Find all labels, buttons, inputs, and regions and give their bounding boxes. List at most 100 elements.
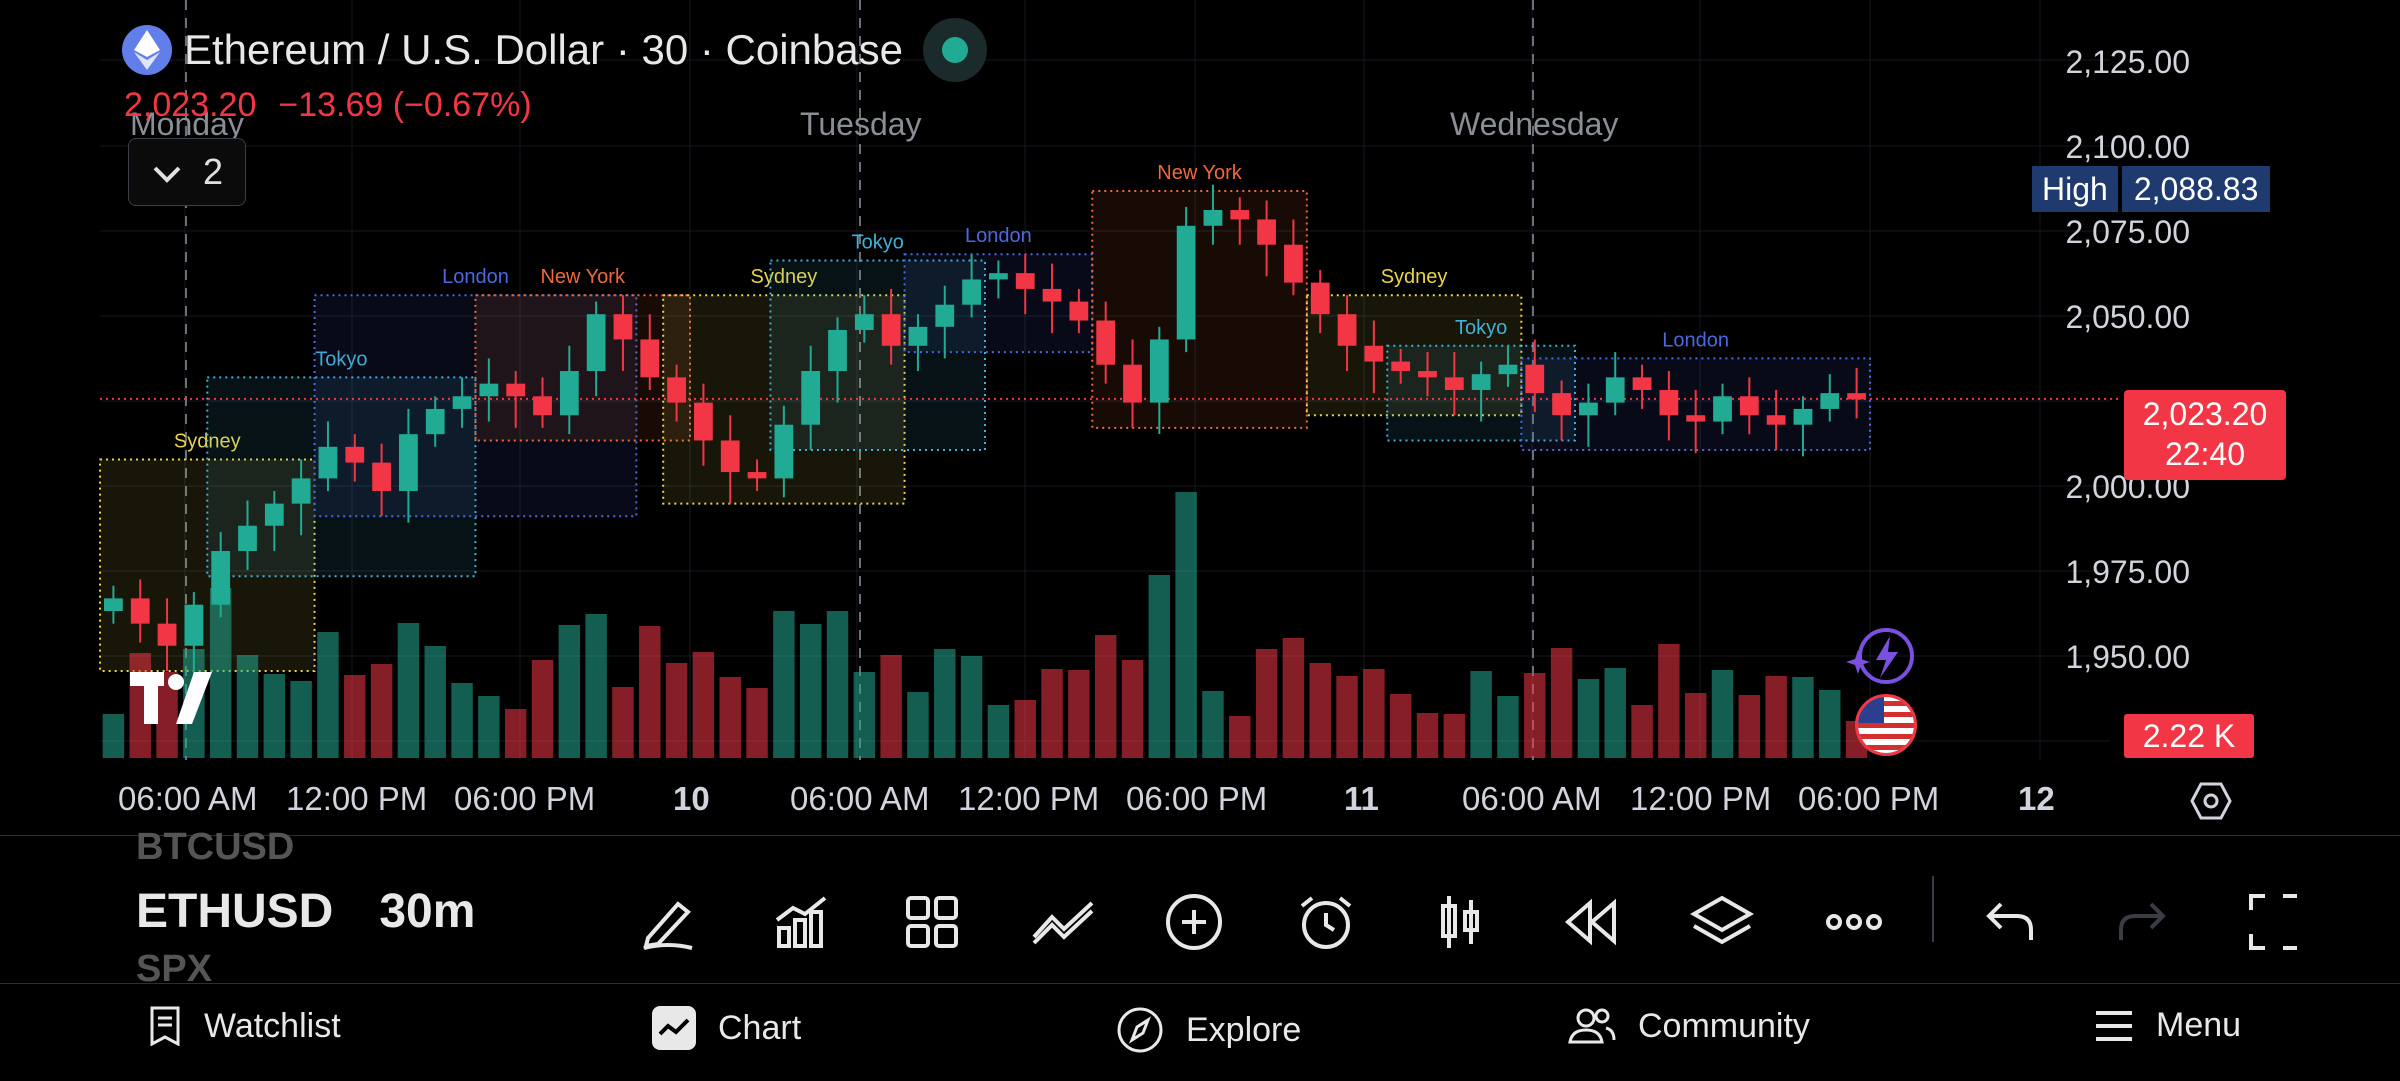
candle: [828, 329, 847, 372]
session-box: [313, 294, 638, 518]
time-axis-label: 12:00 PM: [1630, 780, 1772, 817]
session-label: Sydney: [1381, 266, 1448, 288]
candle: [130, 598, 150, 624]
candle: [667, 377, 686, 403]
nav-explore[interactable]: Explore: [1116, 1006, 1301, 1054]
alarm-icon[interactable]: [1290, 886, 1362, 958]
volume-bar: [853, 672, 876, 758]
interval-button[interactable]: 30m: [379, 885, 476, 938]
nav-menu[interactable]: Menu: [2094, 1006, 2241, 1045]
current-symbol-row[interactable]: ETHUSD 30m: [136, 884, 475, 939]
volume-bar: [665, 663, 688, 758]
volume-bar: [451, 683, 473, 758]
symbol-header[interactable]: Ethereum / U.S. Dollar · 30 · Coinbase: [122, 18, 987, 82]
symbol-name[interactable]: ETHUSD: [136, 885, 334, 938]
volume-bar: [1363, 669, 1385, 758]
candle: [1257, 219, 1276, 245]
volume-bar: [639, 626, 661, 758]
chart-area[interactable]: Sydney Tokyo London New York Sydney Tokyo Lond…: [0, 0, 2400, 835]
volume-bar: [1014, 700, 1036, 758]
volume-bar: [1658, 644, 1680, 758]
volume-bar: [1202, 691, 1224, 758]
trend-line-icon[interactable]: [1028, 886, 1100, 958]
ai-lightning-icon[interactable]: [1846, 626, 1914, 688]
volume-bar: [370, 664, 393, 758]
candle: [1525, 364, 1545, 394]
volume-bar: [478, 696, 500, 758]
candle: [1042, 288, 1062, 302]
volume-bar: [826, 611, 849, 758]
candle: [318, 446, 338, 479]
more-icon[interactable]: [1818, 886, 1890, 958]
day-label-wednesday: Wednesday: [1450, 106, 1619, 142]
candle: [1444, 377, 1464, 390]
live-dot-icon: [941, 37, 968, 63]
volume-bar: [1765, 676, 1787, 758]
time-axis-label: 06:00 AM: [1462, 780, 1602, 817]
pencil-icon[interactable]: [632, 886, 704, 958]
candle: [1203, 209, 1223, 226]
day-label-monday: Monday: [130, 106, 244, 142]
us-flag-icon[interactable]: [1855, 694, 1917, 756]
chart-icon: [652, 1006, 696, 1050]
nav-community[interactable]: Community: [1568, 1006, 1810, 1046]
symbol-prev[interactable]: BTCUSD: [136, 826, 295, 868]
indicators-icon[interactable]: [765, 886, 837, 958]
layout-grid-icon[interactable]: [896, 886, 968, 958]
volume-bar: [102, 714, 125, 758]
volume-bar: [531, 660, 554, 758]
volume-bar: [344, 675, 366, 758]
session-label: New York: [540, 266, 625, 288]
candle: [399, 434, 418, 492]
candle: [104, 598, 123, 612]
candles-icon[interactable]: [1424, 886, 1496, 958]
hamburger-menu-icon: [2096, 1010, 2132, 1041]
candle: [1364, 345, 1384, 362]
volume-bar: [1524, 673, 1546, 758]
volume-bar: [1550, 648, 1573, 758]
market-status-indicator[interactable]: [922, 18, 987, 82]
candle: [801, 371, 821, 425]
volume-bar: [156, 672, 178, 758]
candle: [935, 304, 955, 327]
candle: [1686, 415, 1706, 422]
candle: [1552, 393, 1571, 416]
time-axis-label: 11: [1344, 780, 1379, 817]
layers-icon[interactable]: [1686, 886, 1758, 958]
volume-bar: [263, 674, 286, 758]
price-summary: 2,023.20 −13.69 (−0.67%): [124, 86, 532, 125]
fullscreen-icon[interactable]: [2238, 886, 2310, 958]
undo-icon[interactable]: [1974, 886, 2046, 958]
time-axis-label: 06:00 PM: [1798, 780, 1940, 817]
nav-chart[interactable]: Chart: [652, 1006, 801, 1050]
candle: [1418, 371, 1437, 378]
candle: [1739, 396, 1759, 416]
volume-bar: [907, 692, 929, 758]
candle: [425, 408, 445, 435]
candle: [640, 339, 660, 378]
volume-bar: [290, 681, 312, 758]
high-value: 2,088.83: [2121, 166, 2271, 212]
price-chart[interactable]: Sydney Tokyo London New York Sydney Tokyo Lond…: [0, 0, 2400, 835]
toolbar-divider: [1932, 876, 1934, 942]
chart-settings-icon[interactable]: [2190, 780, 2232, 827]
price-axis-label: 2,125.00: [2065, 44, 2190, 80]
candle: [533, 396, 552, 416]
replay-icon[interactable]: [1554, 886, 1626, 958]
volume-bar: [987, 705, 1010, 758]
nav-watchlist[interactable]: Watchlist: [148, 1006, 341, 1046]
volume-bar: [612, 687, 634, 758]
last-price-tag-value: 2,023.20: [2142, 396, 2268, 432]
candle: [184, 604, 204, 646]
nav-explore-label: Explore: [1186, 1010, 1302, 1049]
volume-bar: [1148, 575, 1171, 758]
add-circle-icon[interactable]: [1158, 886, 1230, 958]
redo-icon[interactable]: [2106, 886, 2178, 958]
candle: [1149, 339, 1169, 403]
time-axis-label: 12:00 PM: [958, 780, 1100, 817]
indicator-count: 2: [202, 151, 224, 192]
indicators-collapse-button[interactable]: 2: [128, 138, 246, 206]
candle: [157, 623, 177, 646]
watchlist-icon: [150, 1006, 180, 1046]
session-label: Tokyo: [852, 232, 904, 254]
